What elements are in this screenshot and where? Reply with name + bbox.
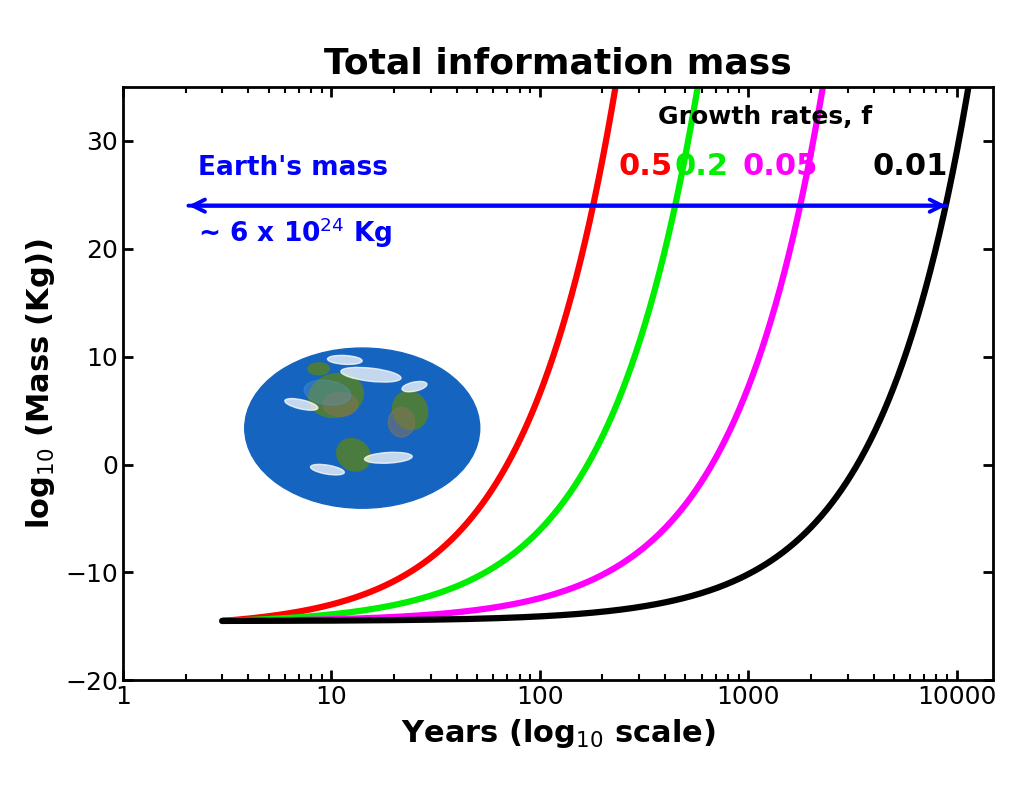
Ellipse shape (388, 407, 415, 437)
Ellipse shape (392, 391, 428, 430)
Ellipse shape (304, 380, 350, 405)
Text: Earth's mass: Earth's mass (199, 155, 388, 181)
Ellipse shape (308, 363, 330, 375)
Text: 0.2: 0.2 (675, 152, 729, 181)
Ellipse shape (310, 464, 344, 475)
Ellipse shape (337, 439, 371, 471)
Y-axis label: log$_{10}$ (Mass (Kg)): log$_{10}$ (Mass (Kg)) (24, 238, 56, 529)
Title: Total information mass: Total information mass (325, 46, 792, 80)
X-axis label: Years (log$_{10}$ scale): Years (log$_{10}$ scale) (400, 717, 716, 751)
Ellipse shape (365, 452, 413, 464)
Text: 0.01: 0.01 (872, 152, 948, 181)
Text: 0.5: 0.5 (618, 152, 672, 181)
Ellipse shape (402, 381, 427, 392)
Ellipse shape (323, 392, 358, 416)
Text: ~ 6 x 10$^{24}$ Kg: ~ 6 x 10$^{24}$ Kg (199, 215, 393, 250)
Ellipse shape (285, 399, 317, 411)
Circle shape (245, 348, 479, 508)
Ellipse shape (341, 367, 401, 382)
Text: Growth rates, f: Growth rates, f (658, 104, 872, 129)
Text: 0.05: 0.05 (742, 152, 818, 181)
Ellipse shape (308, 373, 364, 418)
Ellipse shape (328, 355, 362, 365)
